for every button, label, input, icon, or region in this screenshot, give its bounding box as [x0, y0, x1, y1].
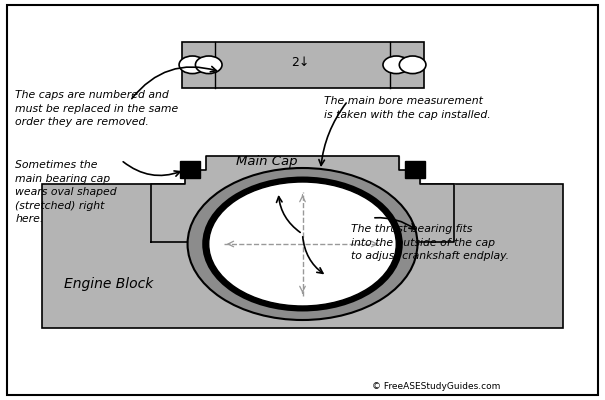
Text: Sometimes the
main bearing cap
wears oval shaped
(stretched) right
here.: Sometimes the main bearing cap wears ova…: [15, 160, 117, 224]
Circle shape: [195, 56, 222, 74]
Polygon shape: [151, 156, 454, 242]
Text: 2↓: 2↓: [292, 56, 310, 68]
Circle shape: [209, 182, 396, 306]
Bar: [405, 161, 425, 178]
Text: The caps are numbered and
must be replaced in the same
order they are removed.: The caps are numbered and must be replac…: [15, 90, 178, 127]
Text: The thrust bearing fits
into the outside of the cap
to adjust crankshaft endplay: The thrust bearing fits into the outside…: [351, 224, 509, 261]
Text: © FreeASEStudyGuides.com: © FreeASEStudyGuides.com: [372, 382, 500, 391]
Circle shape: [206, 180, 399, 308]
Circle shape: [179, 56, 206, 74]
Circle shape: [188, 168, 417, 320]
Circle shape: [383, 56, 410, 74]
Text: Engine Block: Engine Block: [64, 277, 153, 291]
Circle shape: [399, 56, 426, 74]
Text: Main Cap: Main Cap: [236, 156, 298, 168]
Bar: [182, 42, 424, 88]
Bar: [42, 184, 563, 328]
Text: The main bore measurement
is taken with the cap installed.: The main bore measurement is taken with …: [324, 96, 491, 120]
Bar: [180, 161, 200, 178]
